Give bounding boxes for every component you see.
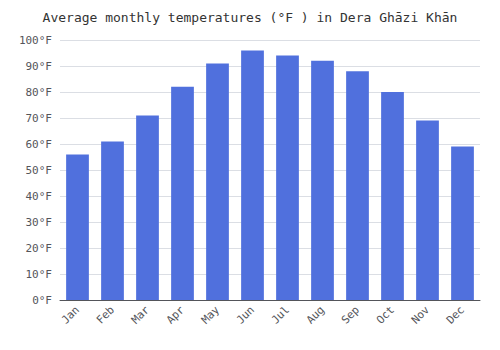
- svg-text:Mar: Mar: [129, 303, 152, 326]
- svg-text:Aug: Aug: [304, 303, 327, 326]
- svg-text:10°F: 10°F: [26, 268, 53, 281]
- svg-text:90°F: 90°F: [26, 60, 53, 73]
- svg-text:20°F: 20°F: [26, 242, 53, 255]
- svg-text:Jun: Jun: [234, 303, 257, 326]
- svg-text:May: May: [199, 303, 222, 326]
- svg-text:Average monthly temperatures (: Average monthly temperatures (°F ) in De…: [43, 10, 458, 25]
- svg-text:30°F: 30°F: [26, 216, 53, 229]
- svg-text:Feb: Feb: [94, 303, 117, 326]
- svg-text:Dec: Dec: [444, 303, 467, 326]
- svg-text:Sep: Sep: [339, 303, 362, 326]
- svg-text:80°F: 80°F: [26, 86, 53, 99]
- svg-text:Jul: Jul: [269, 303, 292, 326]
- svg-text:60°F: 60°F: [26, 138, 53, 151]
- svg-text:50°F: 50°F: [26, 164, 53, 177]
- svg-text:0°F: 0°F: [32, 294, 52, 307]
- svg-text:Oct: Oct: [374, 303, 397, 326]
- svg-text:Apr: Apr: [164, 303, 187, 326]
- svg-text:100°F: 100°F: [19, 34, 52, 47]
- svg-text:Nov: Nov: [409, 303, 432, 326]
- svg-text:70°F: 70°F: [26, 112, 53, 125]
- svg-text:Jan: Jan: [59, 303, 82, 326]
- svg-text:40°F: 40°F: [26, 190, 53, 203]
